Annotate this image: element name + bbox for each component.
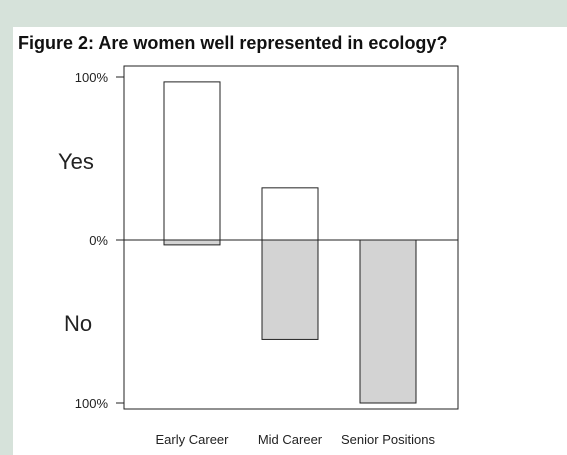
x-category-label: Mid Career bbox=[258, 432, 323, 447]
bar-yes bbox=[163, 81, 221, 241]
bar-no bbox=[163, 239, 221, 246]
plot-frame bbox=[123, 65, 459, 410]
x-category-label: Early Career bbox=[156, 432, 230, 447]
y-tick-label: 0% bbox=[89, 233, 108, 248]
bar-no bbox=[359, 239, 417, 404]
yes-label: Yes bbox=[58, 149, 94, 174]
no-label: No bbox=[64, 311, 92, 336]
bar-yes bbox=[261, 187, 319, 241]
x-category-label: Senior Positions bbox=[341, 432, 435, 447]
y-tick-label: 100% bbox=[75, 396, 109, 411]
y-tick-label: 100% bbox=[75, 70, 109, 85]
x-axis-labels: Early Career Mid Career Senior Positions bbox=[156, 432, 436, 447]
bar-no bbox=[261, 239, 319, 340]
bars-group bbox=[163, 81, 417, 404]
chart-title: Figure 2: Are women well represented in … bbox=[18, 33, 448, 53]
y-axis-ticks: 100% 0% 100% bbox=[75, 70, 124, 411]
